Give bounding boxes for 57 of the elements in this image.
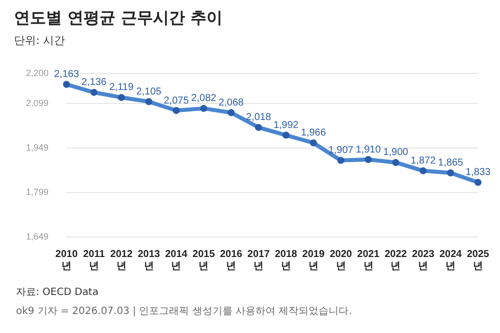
point bbox=[63, 80, 70, 88]
point bbox=[364, 156, 372, 164]
point bbox=[282, 132, 290, 139]
x-tick-label: 2019 년 bbox=[302, 248, 325, 272]
x-tick-label: 2013 년 bbox=[138, 248, 160, 272]
point bbox=[447, 169, 454, 176]
point bbox=[420, 167, 427, 174]
data-label: 1,910 bbox=[356, 144, 382, 156]
x-tick-label: 2018 년 bbox=[274, 248, 298, 272]
point bbox=[90, 88, 98, 96]
point bbox=[172, 107, 180, 114]
point bbox=[145, 98, 152, 106]
x-tick-label: 2014 년 bbox=[165, 248, 188, 272]
point bbox=[474, 178, 482, 186]
x-tick-label: 2024 년 bbox=[439, 248, 462, 272]
data-label: 2,068 bbox=[218, 97, 244, 108]
data-label: 1,900 bbox=[383, 147, 409, 158]
data-label: 1,907 bbox=[328, 145, 354, 156]
data-label: 2,119 bbox=[109, 82, 134, 94]
y-tick-label: 2,200 bbox=[26, 68, 49, 78]
data-label: 2,136 bbox=[81, 77, 107, 88]
y-tick-label: 2,099 bbox=[26, 98, 49, 108]
data-label: 1,992 bbox=[273, 120, 299, 131]
data-label: 1,865 bbox=[438, 158, 464, 169]
x-tick-label: 2016 년 bbox=[220, 248, 243, 272]
x-tick-label: 2012 년 bbox=[110, 248, 133, 272]
x-tick-label: 2021 년 bbox=[357, 248, 380, 272]
data-label: 2,082 bbox=[191, 93, 217, 104]
x-tick-label: 2025 년 bbox=[466, 248, 490, 272]
point bbox=[200, 104, 208, 112]
text: 자료: OECD Data bbox=[16, 286, 98, 299]
data-label: 2,075 bbox=[164, 95, 190, 106]
y-tick-label: 1,799 bbox=[26, 186, 49, 197]
x-tick-label: 2020 년 bbox=[330, 248, 352, 272]
x-tick-label: 2022 년 bbox=[384, 248, 408, 272]
x-tick-label: 2010 년 bbox=[55, 248, 78, 272]
chart-subtitle: 단위: 시간 bbox=[14, 33, 66, 48]
x-tick-label: 2015 년 bbox=[192, 248, 216, 272]
point bbox=[255, 124, 262, 131]
data-label: 2,163 bbox=[54, 69, 80, 80]
y-tick-label: 1,649 bbox=[26, 231, 49, 242]
data-label: 1,833 bbox=[465, 167, 491, 178]
x-tick-label: 2017 년 bbox=[247, 248, 270, 272]
point bbox=[310, 139, 317, 146]
data-label: 2,018 bbox=[246, 112, 272, 124]
text: ok9 기자 = 2026.07.03 | 인포그래픽 생성기를 사용하여 제작되었습니다. bbox=[16, 305, 352, 318]
data-label: 1,966 bbox=[300, 128, 326, 139]
x-tick-label: 2023 년 bbox=[412, 248, 435, 272]
data-label: 2,105 bbox=[136, 86, 162, 98]
point bbox=[118, 94, 125, 101]
point bbox=[392, 158, 400, 166]
x-tick-label: 2011 년 bbox=[83, 248, 106, 272]
point bbox=[337, 156, 344, 164]
data-label: 1,872 bbox=[410, 156, 436, 167]
y-tick-label: 1,949 bbox=[26, 142, 49, 152]
chart-title: 연도별 연평균 근무시간 추이 bbox=[14, 8, 223, 29]
point bbox=[228, 109, 235, 116]
